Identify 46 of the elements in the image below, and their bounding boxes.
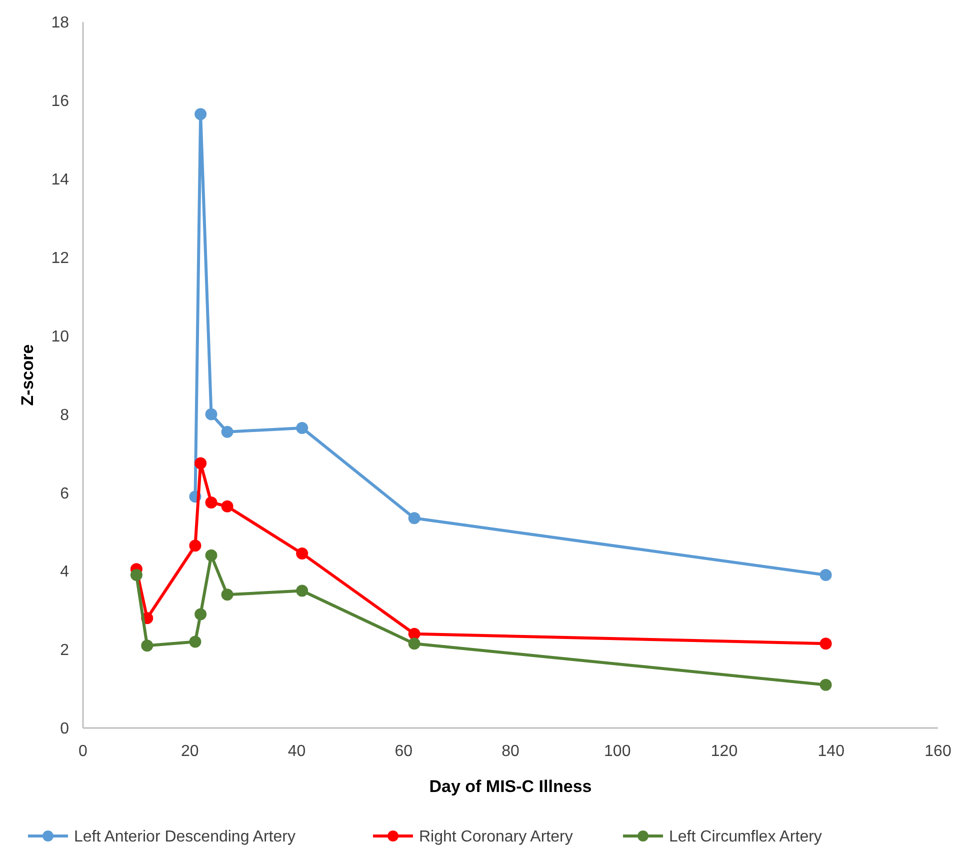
point (820, 569, 832, 582)
point (408, 628, 420, 640)
x-tick-label: 80 (502, 743, 520, 760)
x-axis-title: Day of MIS-C Illness (429, 777, 592, 796)
point (408, 638, 420, 650)
point (221, 588, 234, 601)
point (221, 500, 234, 512)
point (141, 640, 154, 652)
x-tick-label: 120 (710, 743, 738, 760)
legend-label: Left Anterior Descending Artery (74, 828, 296, 846)
legend-label: Right Coronary Artery (419, 828, 573, 846)
y-tick-label: 16 (51, 93, 70, 110)
x-tick-label: 0 (78, 743, 88, 760)
point (189, 636, 202, 648)
x-tick-label: 160 (924, 743, 952, 760)
y-tick-label: 0 (60, 720, 70, 738)
point (194, 608, 207, 620)
point (189, 540, 202, 552)
point (194, 108, 207, 120)
x-tick-label: 140 (818, 743, 845, 760)
y-tick-label: 10 (51, 328, 70, 346)
y-tick-label: 8 (60, 406, 70, 424)
x-tick-label: 60 (394, 743, 413, 760)
point (296, 422, 308, 434)
x-tick-label: 40 (288, 743, 306, 760)
point (130, 569, 142, 582)
point (296, 584, 308, 597)
y-tick-label: 2 (60, 642, 70, 660)
point (194, 457, 207, 470)
y-tick-label: 12 (51, 250, 70, 267)
point (820, 678, 832, 691)
y-tick-label: 18 (51, 14, 70, 32)
legend-label: Left Circumflex Artery (669, 828, 822, 846)
point (820, 638, 832, 650)
y-tick-label: 4 (60, 564, 70, 581)
x-tick-label: 100 (604, 743, 631, 760)
y-axis-title: Z-score (18, 344, 37, 406)
point (205, 549, 218, 562)
point (221, 426, 234, 438)
point (205, 408, 218, 420)
point (408, 512, 420, 524)
point (205, 496, 218, 508)
y-tick-label: 14 (51, 171, 70, 188)
y-tick-label: 6 (60, 485, 70, 502)
point (296, 547, 308, 560)
x-tick-label: 20 (180, 743, 199, 760)
